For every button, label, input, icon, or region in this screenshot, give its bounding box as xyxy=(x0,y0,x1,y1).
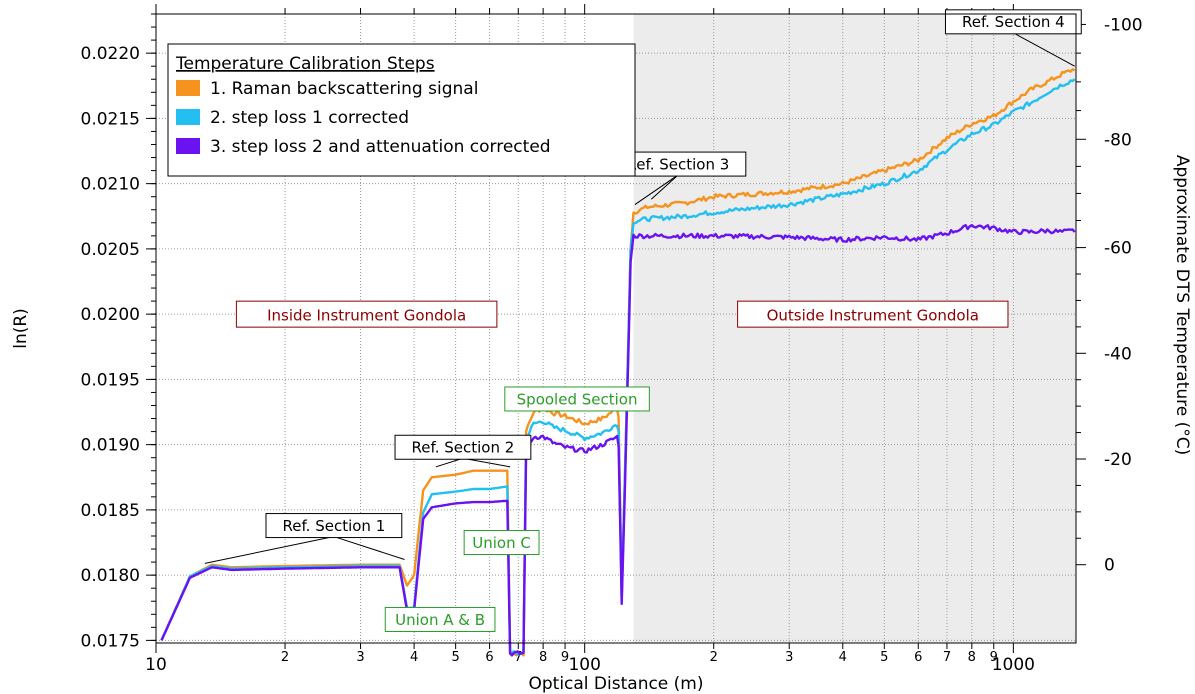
x-tick-label-minor: 4 xyxy=(839,650,847,665)
y-tick-label: 0.0175 xyxy=(81,631,140,651)
y-tick-label: 0.0185 xyxy=(81,501,140,521)
annotation-pointer xyxy=(1013,32,1075,67)
annotation-label: Union A & B xyxy=(395,611,485,629)
legend-swatch-3 xyxy=(176,138,200,154)
annotation-label: Inside Instrument Gondola xyxy=(267,306,466,324)
legend-entry-3: 3. step loss 2 and attenuation corrected xyxy=(210,137,551,157)
annotation-box xyxy=(463,530,540,556)
legend-title: Temperature Calibration Steps xyxy=(175,54,435,74)
y-tick-label: 0.0180 xyxy=(81,566,140,586)
x-tick-label-minor: 5 xyxy=(451,650,459,665)
y-tick-label: 0.0205 xyxy=(81,240,140,260)
annotation-box xyxy=(235,300,498,328)
annotation-box xyxy=(504,386,650,412)
legend-swatch-1 xyxy=(176,80,200,96)
x-tick-label-minor: 6 xyxy=(914,650,922,665)
y2-tick-label: -60 xyxy=(1104,239,1132,259)
x-tick-label-minor: 8 xyxy=(968,650,976,665)
x-tick-label-minor: 7 xyxy=(514,650,522,665)
x-tick-label-minor: 2 xyxy=(710,650,718,665)
y-tick-label: 0.0220 xyxy=(81,44,140,64)
legend: Temperature Calibration Steps 1. Raman ba… xyxy=(167,43,636,177)
legend-entry-1: 1. Raman backscattering signal xyxy=(210,79,478,99)
annotation-pointer xyxy=(634,174,679,205)
y-axis-title: ln(R) xyxy=(11,308,31,349)
annotation-label: Ref. Section 2 xyxy=(412,439,515,457)
y-tick-label: 0.0190 xyxy=(81,436,140,456)
y2-tick-label: -80 xyxy=(1104,130,1132,150)
x-tick-label-minor: 4 xyxy=(410,650,418,665)
annotation-pointer xyxy=(650,174,679,200)
plot-frame xyxy=(155,13,1077,644)
y2-tick-label: -40 xyxy=(1104,344,1132,364)
annotation-box xyxy=(394,434,532,460)
y2-tick-label: -100 xyxy=(1104,15,1143,35)
annotations: Ref. Section 1 Ref. Section 2 Ref. Section… xyxy=(204,9,1082,633)
series-line-2 xyxy=(160,78,1076,656)
annotation-box xyxy=(265,513,403,539)
annotation-box xyxy=(737,300,1009,328)
annotation-label: Ref. Section 3 xyxy=(627,155,730,173)
x-tick-label-minor: 8 xyxy=(539,650,547,665)
y-tick-label: 0.0200 xyxy=(81,305,140,325)
annotation-label: Ref. Section 1 xyxy=(283,517,386,535)
y-tick-label: 0.0215 xyxy=(81,109,140,129)
outside-region-shading xyxy=(633,14,1076,643)
legend-swatch-2 xyxy=(176,109,200,125)
annotation-box xyxy=(384,607,496,633)
annotation-label: Ref. Section 4 xyxy=(962,13,1065,31)
legend-entry-2: 2. step loss 1 corrected xyxy=(210,108,409,128)
y-tick-label: 0.0195 xyxy=(81,370,140,390)
x-tick-label: 100 xyxy=(568,655,600,675)
series-line-3 xyxy=(160,224,1076,657)
x-tick-label-minor: 3 xyxy=(785,650,793,665)
annotation-label: Outside Instrument Gondola xyxy=(767,306,979,324)
legend-box xyxy=(167,43,636,177)
x-tick-label-minor: 3 xyxy=(356,650,364,665)
annotation-pointer xyxy=(204,536,334,564)
x-axis-title: Optical Distance (m) xyxy=(528,674,703,694)
x-tick-label-minor: 2 xyxy=(281,650,289,665)
x-tick-label-minor: 9 xyxy=(990,650,998,665)
y2-tick-label: -20 xyxy=(1104,450,1132,470)
y2-axis-title: Approximate DTS Temperature (°C) xyxy=(1172,155,1192,455)
annotation-label: Union C xyxy=(472,534,531,552)
annotation-pointer xyxy=(333,536,405,560)
annotation-label: Spooled Section xyxy=(517,390,638,408)
x-tick-label: 1000 xyxy=(992,655,1035,675)
x-tick-label-minor: 6 xyxy=(485,650,493,665)
x-tick-label-minor: 5 xyxy=(880,650,888,665)
y-tick-label: 0.0210 xyxy=(81,175,140,195)
x-tick-label-minor: 7 xyxy=(943,650,951,665)
x-tick-label: 10 xyxy=(145,655,167,675)
x-tick-label-minor: 9 xyxy=(561,650,569,665)
y2-tick-label: 0 xyxy=(1104,556,1115,576)
